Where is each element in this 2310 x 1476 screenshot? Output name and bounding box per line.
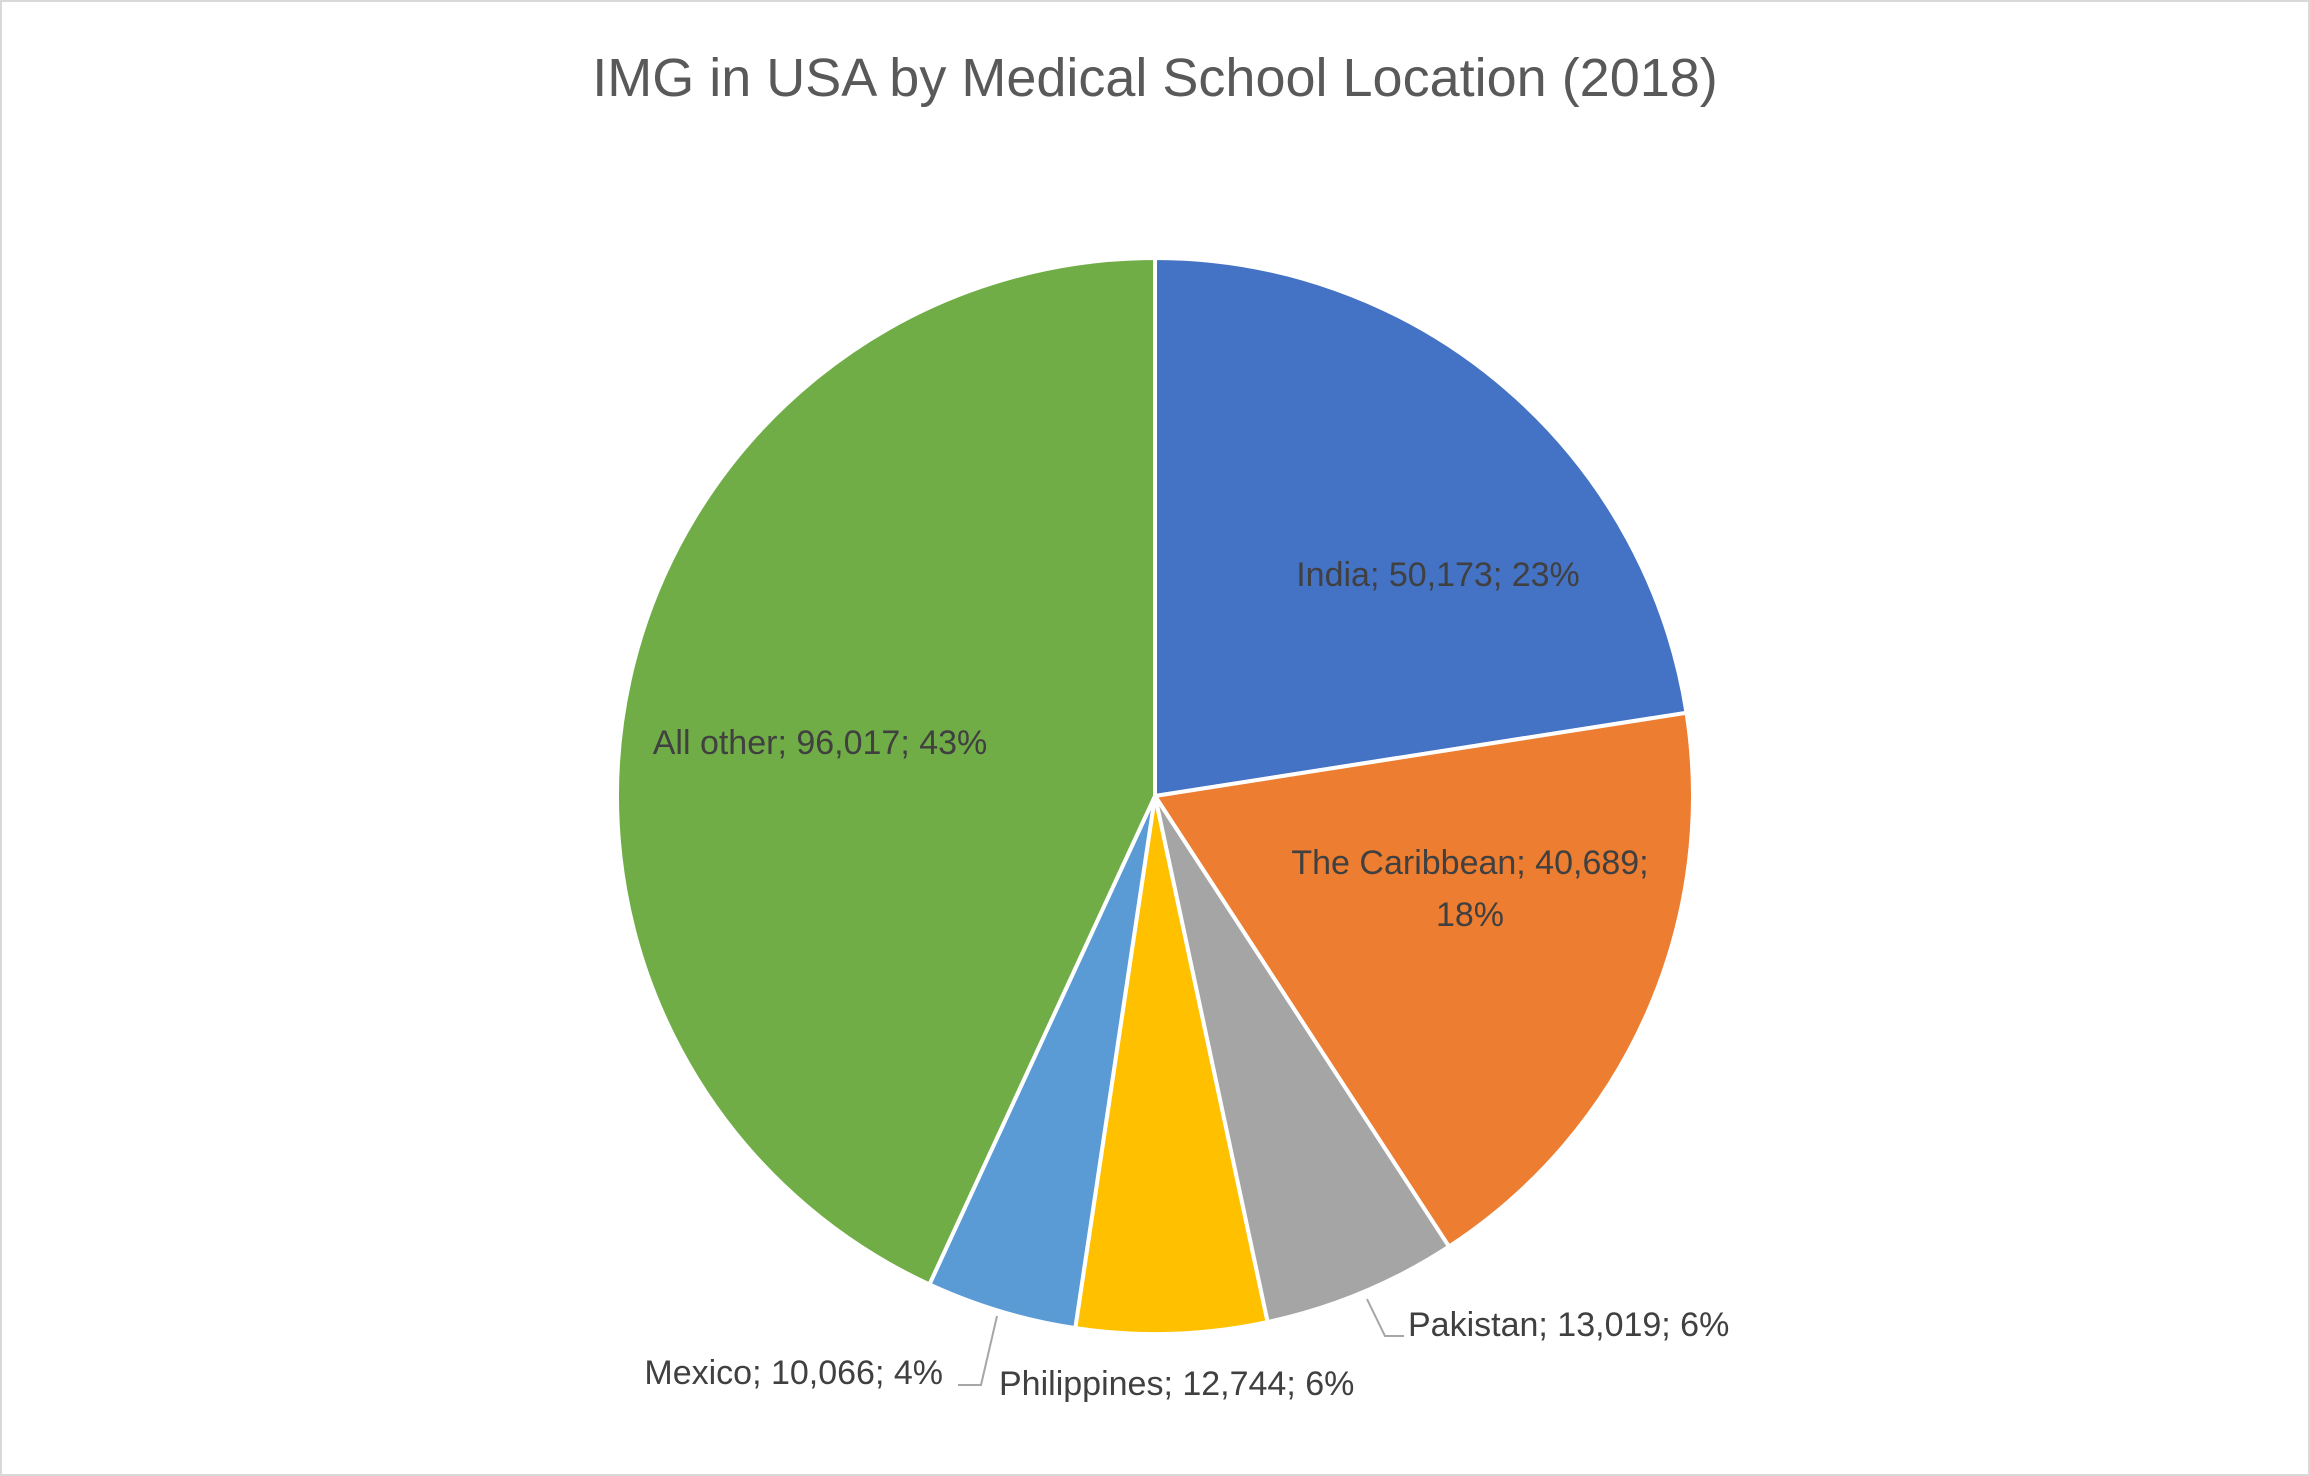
pie-slice-the-caribbean	[1151, 710, 1695, 1250]
pie-slice-all-other	[614, 255, 1157, 1288]
data-label-philippines: Philippines; 12,744; 6%	[999, 1365, 1354, 1403]
data-label-pakistan: Pakistan; 13,019; 6%	[1408, 1306, 1729, 1344]
data-label-the-caribbean: 18%	[1436, 896, 1504, 934]
pie-slice-philippines	[1073, 795, 1270, 1336]
pie-slice-india	[1153, 255, 1689, 799]
leader-line-pakistan	[1366, 1298, 1404, 1337]
data-label-india: India; 50,173; 23%	[1296, 556, 1580, 594]
data-label-all-other: All other; 96,017; 43%	[653, 724, 988, 762]
pie-slice-pakistan	[1153, 794, 1452, 1325]
data-label-the-caribbean: The Caribbean; 40,689;	[1291, 844, 1648, 882]
leader-line-mexico	[958, 1315, 998, 1386]
data-label-mexico: Mexico; 10,066; 4%	[644, 1354, 943, 1392]
chart-title: IMG in USA by Medical School Location (2…	[592, 48, 1718, 108]
